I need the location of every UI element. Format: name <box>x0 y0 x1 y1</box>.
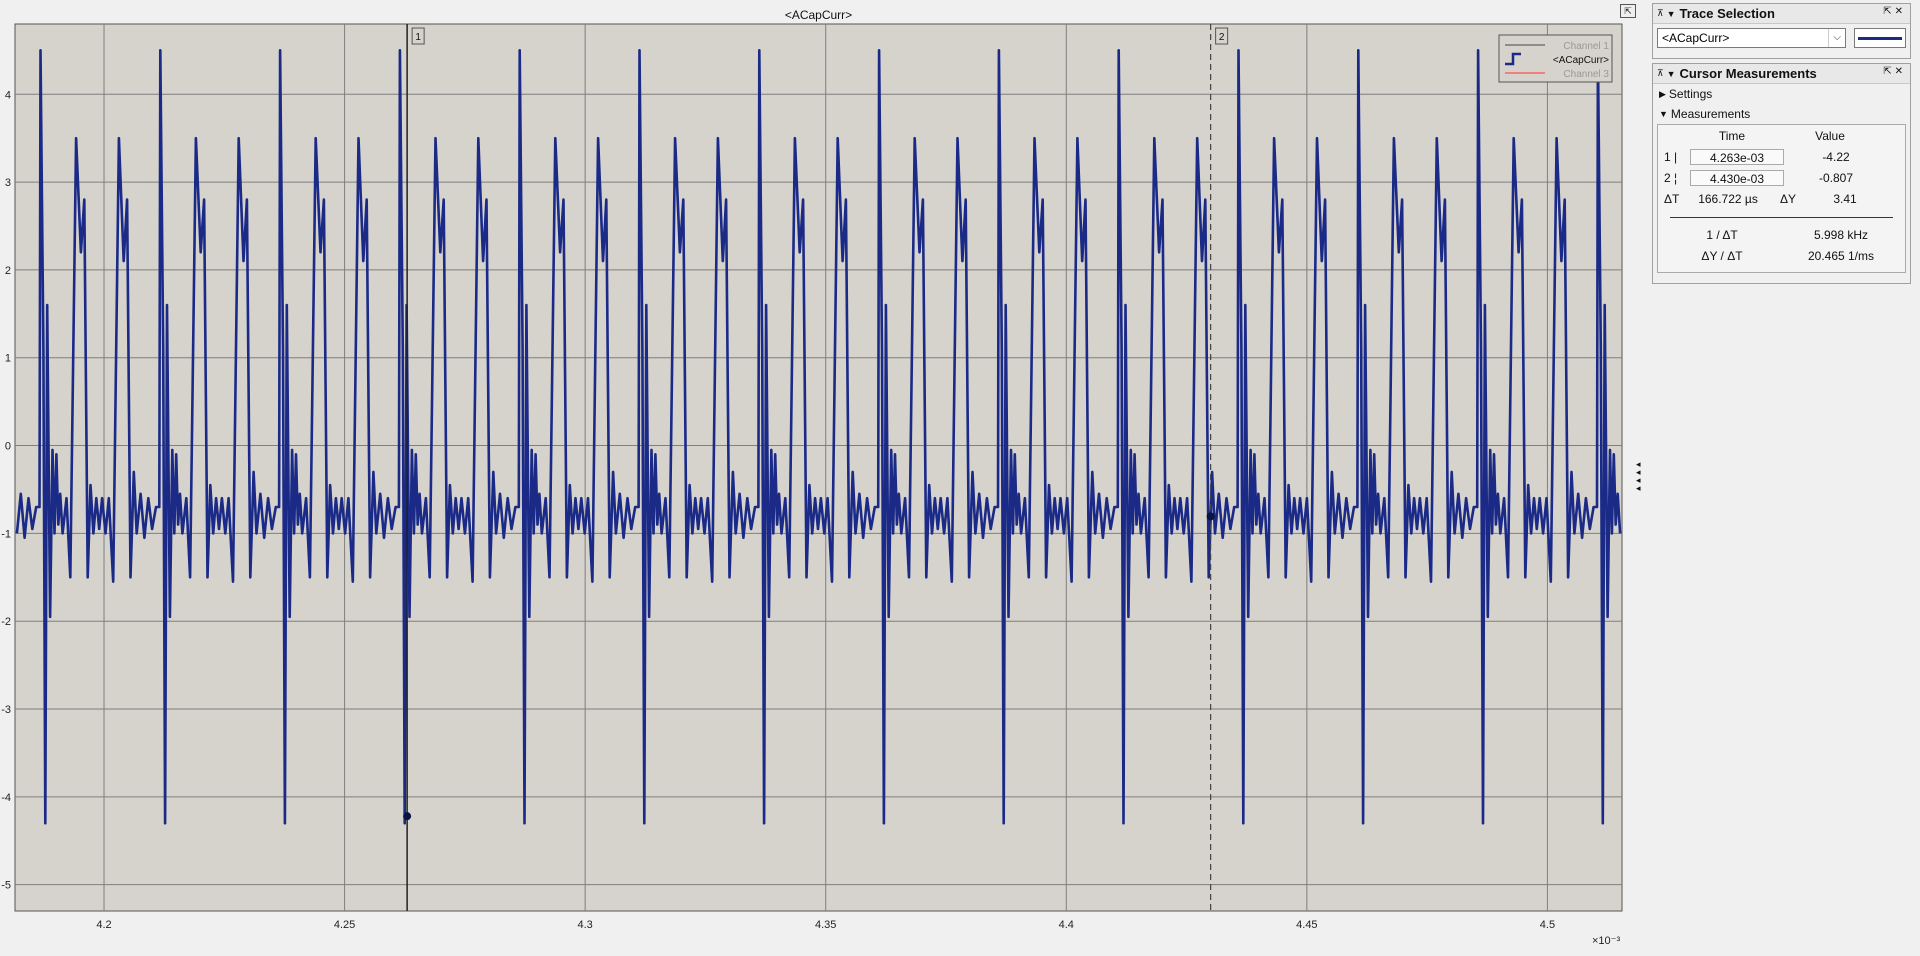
y-tick-label: 0 <box>5 441 11 453</box>
y-tick-label: -2 <box>1 616 11 628</box>
legend-entry: <ACapCurr> <box>1553 55 1609 66</box>
slope-value: 20.465 1/ms <box>1807 248 1875 263</box>
inverse-dt-value: 5.998 kHz <box>1813 227 1869 242</box>
y-tick-label: 1 <box>5 353 11 365</box>
cursor-2-label: 2 <box>1219 32 1225 43</box>
y-tick-label: -5 <box>1 880 11 892</box>
value-header: Value <box>1815 128 1845 143</box>
measurements-label: Measurements <box>1670 107 1751 121</box>
scope-window: <ACapCurr> 4.2 4.25 4.3 4.35 4.4 4.45 4.5 4 3 2 1 0 -… <box>0 0 1650 956</box>
x-tick-label: 4.5 <box>1540 919 1555 931</box>
legend-entry: Channel 3 <box>1563 69 1609 80</box>
trace-selection-header: ⊼ ▼ Trace Selection ⇱✕ <box>1653 4 1910 24</box>
legend-entry: Channel 1 <box>1563 41 1609 52</box>
trace-select-value: <ACapCurr> <box>1662 31 1730 45</box>
plot-background <box>14 23 1623 912</box>
collapse-icon[interactable]: ▼ <box>1666 68 1676 79</box>
cursor-1-label: 1 <box>415 32 421 43</box>
chevron-down-icon[interactable]: ⌵ <box>1828 29 1845 47</box>
plot-area[interactable]: <ACapCurr> 4.2 4.25 4.3 4.35 4.4 4.45 4.5 4 3 2 1 0 -… <box>0 0 1650 956</box>
separator <box>1670 217 1893 218</box>
cursor-1-tab <box>411 27 425 45</box>
inverse-dt-label: 1 / ΔT <box>1706 227 1738 242</box>
cursor2-label: 2 ¦ <box>1664 170 1678 185</box>
delta-y-label: ΔY <box>1779 191 1797 206</box>
x-tick-label: 4.45 <box>1296 919 1317 931</box>
y-tick-label: 4 <box>5 89 11 101</box>
expand-arrows-icon[interactable]: ◂ ◂ ◂ ◂ <box>1636 459 1641 493</box>
pin-icon[interactable]: ⊼ <box>1657 8 1664 18</box>
delta-row: ΔT 166.722 µs ΔY 3.41 <box>1658 188 1905 209</box>
y-tick-label: 2 <box>5 265 11 277</box>
x-tick-label: 4.2 <box>96 919 111 931</box>
panel-buttons-icon[interactable]: ⇱✕ <box>1883 66 1906 77</box>
cursor-1-marker <box>403 812 412 821</box>
x-tick-label: 4.35 <box>815 919 836 931</box>
legend-swatch <box>1505 52 1521 66</box>
cursor-measurements-header: ⊼ ▼ Cursor Measurements ⇱✕ <box>1653 64 1910 84</box>
trace-selection-title: Trace Selection <box>1679 6 1775 21</box>
settings-section[interactable]: ▶ Settings <box>1653 84 1910 104</box>
y-tick-label: -4 <box>1 792 11 804</box>
line-style-button[interactable] <box>1854 28 1906 48</box>
cursor2-row: 2 ¦ 4.430e-03 -0.807 <box>1658 167 1905 188</box>
y-tick-label: -1 <box>1 528 11 540</box>
panel-buttons-icon[interactable]: ⇱✕ <box>1883 6 1906 17</box>
delta-t-value: 166.722 µs <box>1698 191 1758 206</box>
slope-row: ΔY / ΔT 20.465 1/ms <box>1658 245 1905 266</box>
trace-selection-panel: ⊼ ▼ Trace Selection ⇱✕ <ACapCurr> ⌵ <box>1652 3 1911 59</box>
cursor1-label: 1 | <box>1664 149 1678 164</box>
measurements-section[interactable]: ▼ Measurements <box>1653 104 1910 124</box>
inverse-dt-row: 1 / ΔT 5.998 kHz <box>1658 224 1905 245</box>
undock-icon[interactable]: ⇱ <box>1620 4 1636 18</box>
cursor-measurements-panel: ⊼ ▼ Cursor Measurements ⇱✕ ▶ Settings ▼ … <box>1652 63 1911 284</box>
x-exponent-label: ×10⁻³ <box>1592 935 1621 947</box>
acapcurr-trace <box>15 48 1622 825</box>
delta-y-value: 3.41 <box>1833 191 1857 206</box>
time-header: Time <box>1718 128 1746 143</box>
cursor2-time-field[interactable]: 4.430e-03 <box>1690 169 1784 186</box>
y-tick-label: 3 <box>5 177 11 189</box>
cursor-2-marker <box>1206 512 1215 521</box>
delta-t-label: ΔT <box>1664 191 1680 206</box>
x-tick-label: 4.3 <box>577 919 592 931</box>
slope-label: ΔY / ΔT <box>1701 248 1743 263</box>
y-tick-label: -3 <box>1 704 11 716</box>
legend-box <box>1498 34 1613 83</box>
cursor1-row: 1 | 4.263e-03 -4.22 <box>1658 146 1905 167</box>
plot-title: <ACapCurr> <box>785 8 852 22</box>
cursor2-value: -0.807 <box>1818 170 1854 185</box>
collapse-icon[interactable]: ▼ <box>1666 8 1676 19</box>
cursor1-time-field[interactable]: 4.263e-03 <box>1690 148 1784 165</box>
cursor-measurements-title: Cursor Measurements <box>1679 66 1817 81</box>
measurements-header-row: Time Value <box>1658 125 1905 146</box>
expand-icon: ▶ <box>1659 88 1666 99</box>
cursor1-value: -4.22 <box>1822 149 1850 164</box>
collapse-icon: ▼ <box>1659 109 1668 119</box>
x-tick-label: 4.25 <box>334 919 355 931</box>
trace-select[interactable]: <ACapCurr> ⌵ <box>1657 28 1847 48</box>
settings-label: Settings <box>1668 87 1713 101</box>
x-tick-label: 4.4 <box>1059 919 1074 931</box>
measurements-table: Time Value 1 | 4.263e-03 -4.22 2 ¦ 4.430… <box>1657 124 1906 273</box>
pin-icon[interactable]: ⊼ <box>1657 68 1664 78</box>
line-style-swatch <box>1858 36 1903 40</box>
cursor-2-tab <box>1215 27 1229 45</box>
